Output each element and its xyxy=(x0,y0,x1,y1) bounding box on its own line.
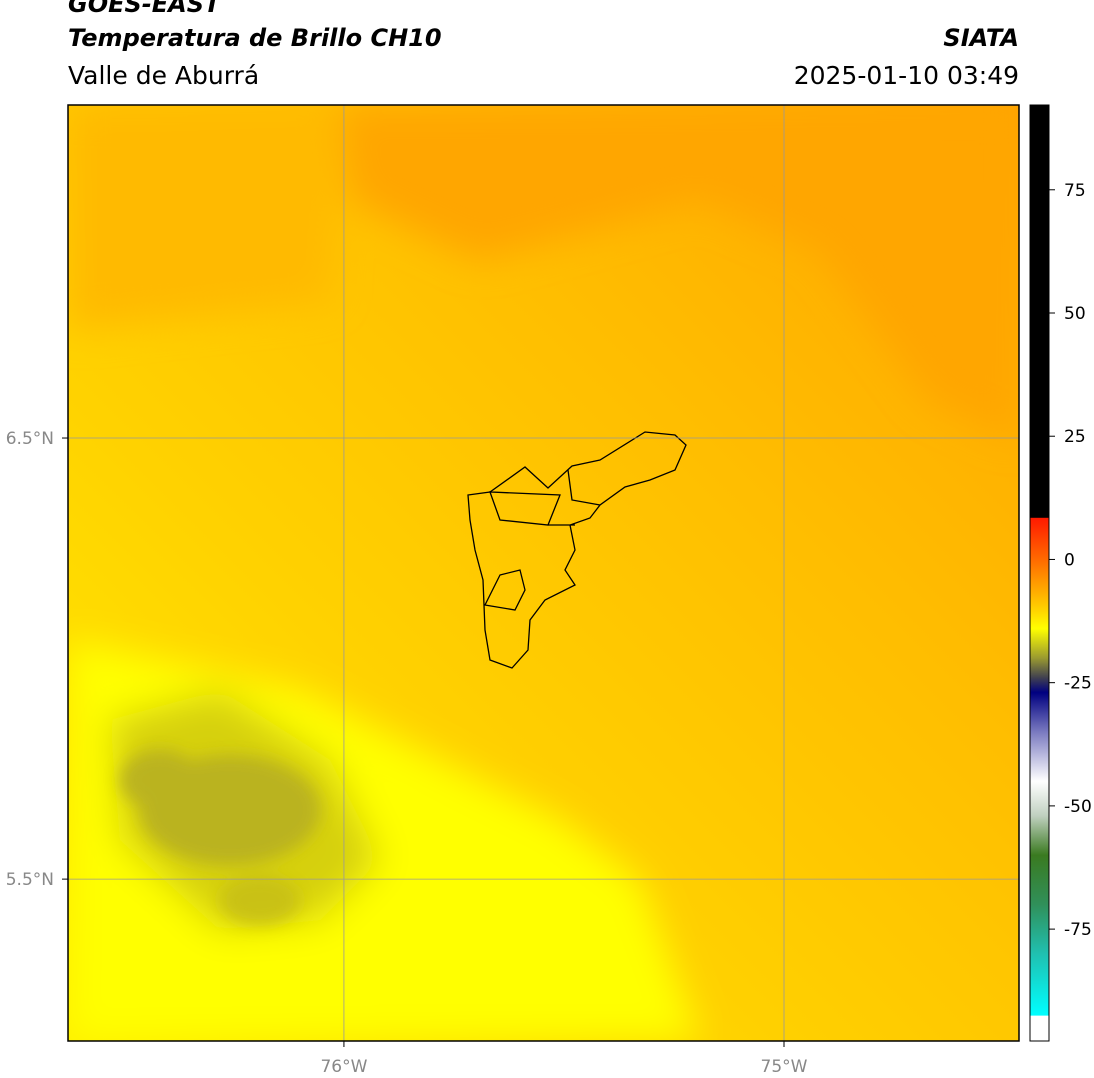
map-field xyxy=(68,105,1019,1041)
colorbar xyxy=(1029,104,1050,1042)
colorbar-tick-label: -75 xyxy=(1064,920,1092,940)
x-tick-label: 75°W xyxy=(761,1057,808,1077)
colorbar-tick-label: -25 xyxy=(1064,674,1092,694)
x-tick-label: 76°W xyxy=(320,1057,367,1077)
source: SIATA xyxy=(943,24,1019,52)
grid xyxy=(68,105,1019,1041)
map-frame xyxy=(67,104,1020,1042)
colorbar-tick-label: 50 xyxy=(1064,304,1086,324)
date: 2025-01-10 03:49 xyxy=(794,61,1019,90)
colorbar-tick-label: 75 xyxy=(1064,181,1086,201)
colorbar-tick-label: -50 xyxy=(1064,797,1092,817)
region: Valle de Aburrá xyxy=(68,61,259,90)
colorbar-tick-label: 25 xyxy=(1064,427,1086,447)
y-tick-label: 6.5°N xyxy=(6,429,54,449)
colorbar-tick-label: 0 xyxy=(1064,550,1075,570)
valley-outline xyxy=(467,431,687,669)
title: GOES-EAST xyxy=(68,0,222,18)
y-tick-label: 5.5°N xyxy=(6,870,54,890)
subtitle: Temperatura de Brillo CH10 xyxy=(68,24,442,52)
